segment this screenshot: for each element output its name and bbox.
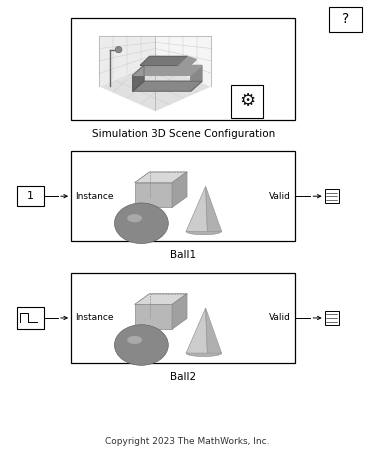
Text: 1: 1: [27, 191, 34, 201]
Polygon shape: [191, 65, 202, 91]
Ellipse shape: [127, 214, 142, 222]
Bar: [17, 186, 44, 206]
Ellipse shape: [114, 203, 168, 244]
Ellipse shape: [114, 325, 168, 365]
Polygon shape: [206, 308, 221, 353]
Text: ⚙: ⚙: [239, 92, 255, 110]
Polygon shape: [186, 186, 207, 231]
Text: Ball1: Ball1: [170, 250, 196, 260]
Text: Copyright 2023 The MathWorks, Inc.: Copyright 2023 The MathWorks, Inc.: [105, 437, 269, 446]
Polygon shape: [140, 56, 187, 65]
Polygon shape: [178, 56, 196, 69]
Polygon shape: [206, 186, 221, 231]
Bar: [325, 189, 339, 203]
Polygon shape: [135, 304, 172, 329]
Polygon shape: [99, 61, 211, 110]
Ellipse shape: [186, 228, 221, 235]
Bar: [71, 273, 295, 363]
Bar: [325, 311, 339, 325]
Text: Valid: Valid: [269, 192, 291, 201]
Ellipse shape: [115, 46, 122, 53]
Polygon shape: [172, 172, 187, 207]
Ellipse shape: [186, 350, 221, 356]
Polygon shape: [135, 294, 187, 304]
Bar: [231, 85, 263, 118]
Polygon shape: [133, 65, 144, 91]
Text: ?: ?: [342, 12, 349, 26]
Text: Instance: Instance: [76, 313, 114, 322]
Polygon shape: [135, 183, 172, 207]
Bar: [17, 307, 44, 329]
Ellipse shape: [127, 336, 142, 344]
Polygon shape: [172, 294, 187, 329]
Text: Ball2: Ball2: [170, 372, 196, 382]
Bar: [329, 7, 362, 32]
Polygon shape: [99, 36, 155, 86]
Polygon shape: [135, 172, 187, 183]
Polygon shape: [133, 81, 202, 91]
Polygon shape: [133, 65, 202, 75]
Polygon shape: [186, 308, 207, 353]
Text: Valid: Valid: [269, 313, 291, 322]
Polygon shape: [155, 36, 211, 86]
Bar: [71, 18, 295, 120]
Text: Instance: Instance: [76, 192, 114, 201]
Bar: [71, 151, 295, 241]
Text: Simulation 3D Scene Configuration: Simulation 3D Scene Configuration: [92, 129, 275, 139]
